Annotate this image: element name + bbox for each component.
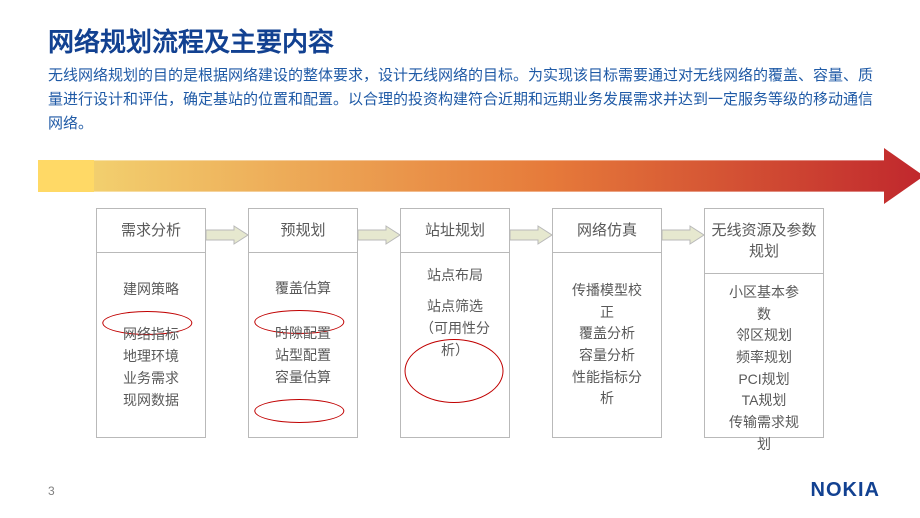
flow-box-item: 划 [757, 434, 771, 456]
flow-box-item: 站点筛选 [427, 296, 483, 318]
slide-title: 网络规划流程及主要内容 [48, 22, 334, 59]
flow-box-item: 现网数据 [123, 390, 179, 412]
flow-box-item: 传播模型校 [572, 280, 642, 302]
flow-box-item: 频率规划 [736, 347, 792, 369]
flow-box-title: 网络仿真 [553, 209, 661, 252]
flow-box-item: 正 [600, 302, 614, 324]
gradient-arrow-bar [94, 148, 920, 204]
flow-box-item: 容量分析 [579, 345, 635, 367]
flow-arrow-icon [662, 224, 704, 246]
flow-box-3: 站址规划站点布局 站点筛选（可用性分析） [400, 208, 510, 438]
flow-box-item: 业务需求 [123, 368, 179, 390]
flow-box-body: 覆盖估算时隙配置站型配置容量估算 [249, 253, 357, 437]
flow-box-item: （可用性分 [420, 318, 490, 340]
flowchart: 需求分析建网策略网络指标地理环境业务需求现网数据预规划覆盖估算时隙配置站型配置容… [96, 208, 824, 438]
flow-box-item: 站型配置 [275, 345, 331, 367]
flow-box-body: 站点布局 站点筛选（可用性分析） [401, 253, 509, 437]
flow-box-item: TA规划 [742, 390, 787, 412]
flow-box-title: 无线资源及参数规划 [705, 209, 823, 273]
flow-box-item: 建网策略 [106, 279, 196, 325]
yellow-accent-block [38, 160, 94, 192]
flow-box-4: 网络仿真传播模型校正覆盖分析容量分析性能指标分析 [552, 208, 662, 438]
nokia-logo: NOKIA [811, 479, 880, 502]
flow-box-item: 数 [757, 304, 771, 326]
flow-arrow-icon [510, 224, 552, 246]
flow-box-5: 无线资源及参数规划小区基本参数邻区规划频率规划PCI规划TA规划传输需求规划 [704, 208, 824, 438]
flow-box-item: 析 [600, 388, 614, 410]
flow-box-body: 建网策略网络指标地理环境业务需求现网数据 [97, 253, 205, 437]
slide-description: 无线网络规划的目的是根据网络建设的整体要求，设计无线网络的目标。为实现该目标需要… [48, 64, 878, 136]
flow-box-title: 站址规划 [401, 209, 509, 252]
flow-box-item: 析） [441, 340, 469, 362]
flow-box-item: PCI规划 [738, 369, 789, 391]
flow-box-item [453, 286, 457, 296]
flow-box-item: 容量估算 [258, 367, 348, 413]
flow-box-item: 邻区规划 [736, 325, 792, 347]
flow-box-1: 需求分析建网策略网络指标地理环境业务需求现网数据 [96, 208, 206, 438]
flow-box-body: 小区基本参数邻区规划频率规划PCI规划TA规划传输需求规划 [705, 274, 823, 464]
flow-box-body: 传播模型校正覆盖分析容量分析性能指标分析 [553, 253, 661, 437]
flow-box-2: 预规划覆盖估算时隙配置站型配置容量估算 [248, 208, 358, 438]
flow-box-item: 性能指标分 [572, 367, 642, 389]
flow-box-title: 预规划 [249, 209, 357, 252]
flow-box-item: 网络指标 [123, 324, 179, 346]
flow-box-item: 覆盖分析 [579, 323, 635, 345]
page-number: 3 [48, 484, 55, 498]
flow-box-item: 地理环境 [123, 346, 179, 368]
flow-arrow-icon [358, 224, 400, 246]
highlight-circle [254, 399, 344, 423]
flow-box-item: 站点布局 [427, 265, 483, 287]
flow-box-item: 传输需求规 [729, 412, 799, 434]
flow-box-item: 时隙配置 [275, 323, 331, 345]
flow-box-item: 覆盖估算 [258, 278, 348, 324]
flow-arrow-icon [206, 224, 248, 246]
flow-box-title: 需求分析 [97, 209, 205, 252]
flow-box-item: 小区基本参 [729, 282, 799, 304]
